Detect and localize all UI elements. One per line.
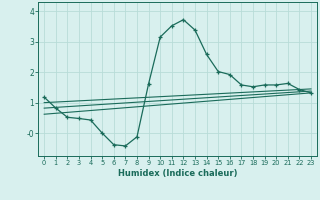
X-axis label: Humidex (Indice chaleur): Humidex (Indice chaleur) [118,169,237,178]
